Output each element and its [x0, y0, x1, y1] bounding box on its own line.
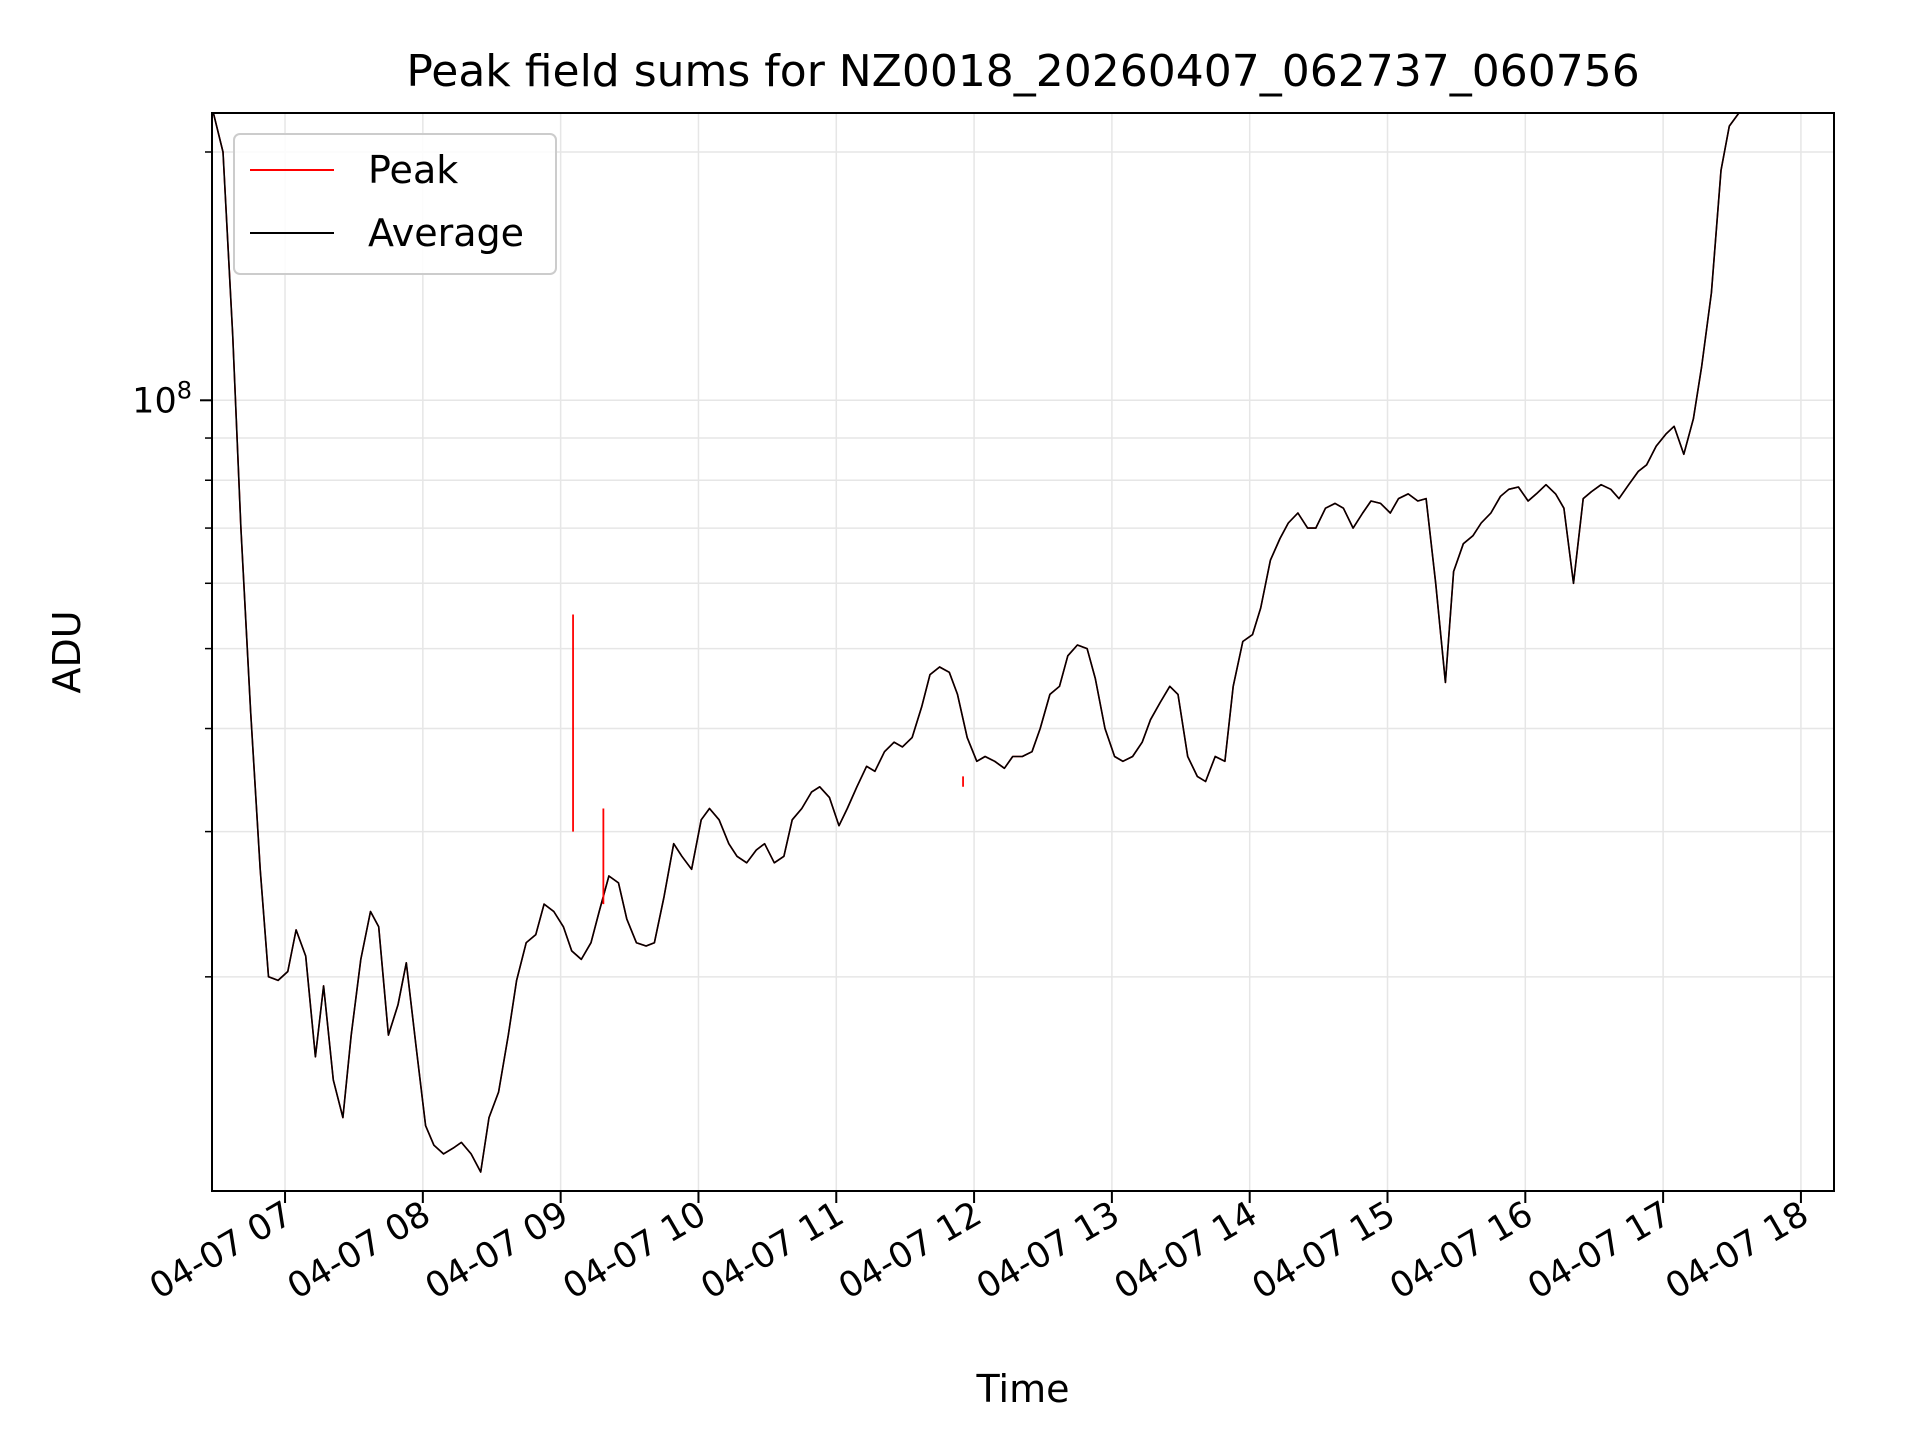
- x-axis-label: Time: [976, 1367, 1070, 1411]
- plot-frame: [211, 112, 1835, 1192]
- series-line-average: [212, 113, 1740, 1173]
- y-axis-label: ADU: [45, 610, 89, 693]
- plot-lines: [212, 113, 1740, 1173]
- legend: Peak Average: [233, 133, 557, 275]
- axis-ticks: [200, 151, 1802, 1203]
- legend-label-peak: Peak: [368, 148, 458, 192]
- legend-label-average: Average: [368, 211, 524, 255]
- y-tick-label: 108: [132, 376, 192, 421]
- y-tick-label-base: 10: [132, 381, 177, 421]
- grid: [212, 113, 1834, 1191]
- chart-title: Peak field sums for NZ0018_20260407_0627…: [406, 46, 1639, 97]
- y-tick-label-exponent: 8: [177, 376, 192, 404]
